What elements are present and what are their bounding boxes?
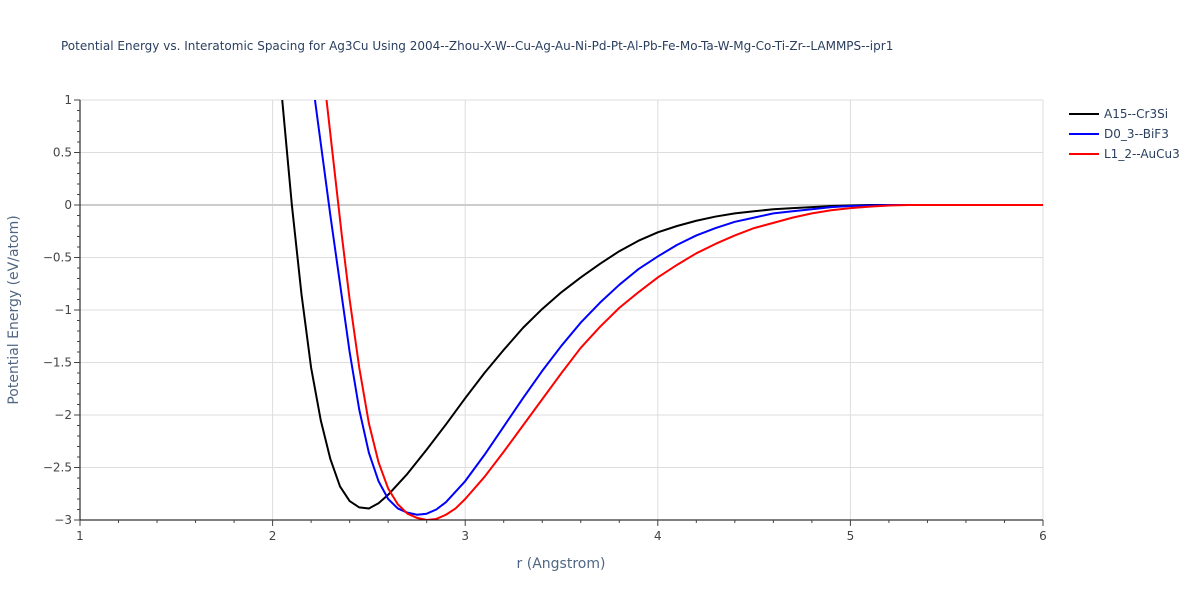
x-tick-label: 2 bbox=[269, 529, 277, 543]
y-tick-label: −2 bbox=[54, 408, 72, 422]
y-tick-label: −1.5 bbox=[43, 356, 72, 370]
grid-layer bbox=[80, 99, 1044, 520]
legend-label: A15--Cr3Si bbox=[1104, 107, 1168, 121]
y-tick-label: 1 bbox=[64, 93, 72, 107]
y-tick-label: −1 bbox=[54, 303, 72, 317]
x-tick-label: 1 bbox=[76, 529, 84, 543]
y-tick-label: 0.5 bbox=[53, 146, 72, 160]
axis-layer: 1 2 3 4 5 6 1 0.5 0 −0.5 −1 −1.5 −2 −2.5 −3 bbox=[43, 93, 1047, 543]
y-tick-label: −2.5 bbox=[43, 461, 72, 475]
y-tick-label: −3 bbox=[54, 513, 72, 527]
legend-label: L1_2--AuCu3 bbox=[1104, 147, 1180, 161]
x-tick-label: 6 bbox=[1039, 529, 1047, 543]
chart-title: Potential Energy vs. Interatomic Spacing… bbox=[61, 39, 893, 53]
legend: A15--Cr3Si D0_3--BiF3 L1_2--AuCu3 bbox=[1069, 107, 1180, 161]
x-tick-label: 5 bbox=[847, 529, 855, 543]
y-axis-title: Potential Energy (eV/atom) bbox=[6, 215, 22, 404]
x-axis-title: r (Angstrom) bbox=[517, 556, 606, 572]
y-tick-label: −0.5 bbox=[43, 251, 72, 265]
x-tick-label: 3 bbox=[461, 529, 469, 543]
x-tick-label: 4 bbox=[654, 529, 662, 543]
legend-label: D0_3--BiF3 bbox=[1104, 127, 1169, 141]
series-line-0 bbox=[281, 100, 1043, 510]
series-layer bbox=[281, 100, 1043, 520]
y-tick-label: 0 bbox=[64, 198, 72, 212]
series-line-2 bbox=[325, 100, 1043, 520]
series-line-1 bbox=[313, 100, 1043, 516]
